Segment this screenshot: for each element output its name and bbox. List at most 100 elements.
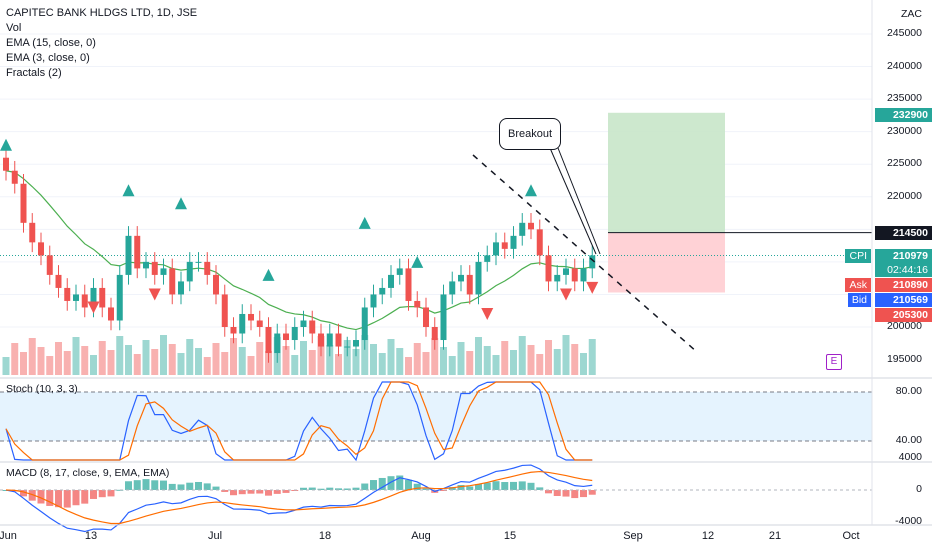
time-axis-label: 13	[84, 530, 98, 542]
macd-histogram-bar	[142, 479, 150, 490]
macd-legend[interactable]: MACD (8, 17, close, 9, EMA, EMA)	[6, 467, 170, 479]
time-axis-label: 15	[503, 530, 517, 542]
volume-bar	[413, 343, 421, 375]
volume-bar	[291, 355, 299, 375]
candle-body	[554, 274, 561, 282]
fractal-up-marker	[358, 216, 371, 229]
volume-bar	[466, 351, 474, 375]
macd-axis-label: 4000	[898, 451, 922, 463]
price-axis-label: 240000	[886, 59, 922, 72]
legend-fractals[interactable]: Fractals (2)	[6, 67, 62, 79]
volume-bar	[501, 341, 509, 375]
macd-histogram-bar	[160, 480, 167, 490]
macd-histogram-bar	[580, 490, 587, 498]
macd-histogram-bar	[247, 490, 255, 494]
volume-bar	[475, 337, 482, 375]
target-zone	[608, 112, 725, 233]
volume-bar	[431, 338, 439, 375]
volume-bar	[387, 339, 395, 375]
candle-body	[510, 235, 517, 249]
candle-body	[344, 346, 351, 348]
macd-histogram-bar	[413, 483, 421, 490]
macd-line	[5, 464, 593, 533]
macd-histogram-bar	[98, 490, 106, 498]
volume-bar	[308, 350, 316, 375]
macd-histogram-bar	[46, 490, 54, 506]
volume-bar	[28, 338, 36, 375]
stoch-d-line	[5, 381, 593, 461]
earnings-icon[interactable]: E	[826, 354, 842, 370]
volume-bar	[545, 340, 552, 375]
volume-bar	[440, 347, 447, 375]
volume-bar	[405, 357, 412, 375]
stop-zone	[608, 232, 725, 293]
macd-histogram-bar	[20, 490, 27, 497]
target-price-tag: 232900	[875, 108, 932, 122]
candle-body	[160, 268, 167, 275]
candle-body	[108, 307, 114, 321]
candle-body	[300, 320, 307, 327]
macd-histogram-bar	[457, 485, 465, 490]
trend-line-drawings[interactable]	[472, 147, 698, 353]
callout-pointer	[557, 147, 601, 255]
macd-histogram-bar	[55, 490, 62, 508]
candle-body	[475, 261, 482, 295]
stoch-legend[interactable]: Stoch (10, 3, 3)	[6, 383, 78, 395]
candle-body	[326, 333, 333, 347]
candle-body	[291, 327, 298, 341]
currency-label: ZAC	[901, 8, 922, 20]
symbol-title[interactable]: CAPITEC BANK HLDGS LTD, 1D, JSE	[6, 7, 198, 19]
macd-histogram-bar	[37, 490, 45, 504]
candle-body	[449, 281, 456, 295]
macd-histogram-bar	[501, 482, 509, 490]
macd-histogram-bar	[63, 490, 71, 508]
candle-body	[274, 333, 281, 354]
candle-body	[353, 340, 359, 347]
volume-bar	[335, 354, 342, 375]
volume-bar	[256, 342, 264, 375]
legend-ema3[interactable]: EMA (3, close, 0)	[6, 52, 90, 64]
macd-histogram-bar	[475, 484, 482, 490]
macd-histogram-bar	[125, 481, 132, 490]
macd-histogram-bar	[343, 488, 351, 490]
volume-bar	[168, 344, 176, 375]
macd-histogram-bar	[317, 488, 325, 490]
fractal-down-marker	[148, 288, 161, 301]
pane-separators	[0, 0, 932, 526]
fractal-up-marker	[262, 268, 275, 281]
macd-histogram-bar	[571, 490, 579, 499]
volume-bar	[580, 353, 587, 375]
candle-body	[256, 320, 263, 327]
candlesticks[interactable]	[3, 147, 596, 363]
volume-bar	[361, 335, 369, 375]
stochastic-pane[interactable]	[0, 381, 872, 462]
stoch-band	[0, 392, 872, 441]
trend-line	[472, 154, 698, 353]
volume-bar	[55, 342, 62, 375]
candle-body	[440, 294, 447, 341]
long-position-tool[interactable]	[0, 112, 872, 293]
legend-ema15[interactable]: EMA (15, close, 0)	[6, 37, 96, 49]
macd-histogram-bar	[238, 490, 246, 495]
volume-bar	[562, 335, 570, 375]
macd-histogram-bar	[28, 490, 36, 501]
candle-body	[431, 327, 438, 341]
candle-body	[265, 327, 272, 354]
candle-body	[116, 274, 123, 321]
candle-body	[81, 294, 88, 308]
candle-body	[3, 157, 9, 171]
legend-vol[interactable]: Vol	[6, 22, 22, 34]
time-axis-label: Aug	[411, 530, 431, 542]
candle-body	[501, 242, 508, 249]
macd-pane[interactable]	[0, 464, 872, 533]
candle-body	[99, 287, 106, 308]
macd-histogram-bar	[405, 479, 412, 490]
volume-bar	[116, 336, 124, 375]
volume-bar	[63, 351, 71, 375]
breakout-callout[interactable]: Breakout	[499, 118, 561, 150]
macd-histogram-bar	[387, 476, 395, 490]
callout-pointer	[549, 147, 597, 255]
fractal-up-marker	[122, 184, 135, 197]
volume-bar	[326, 345, 334, 375]
